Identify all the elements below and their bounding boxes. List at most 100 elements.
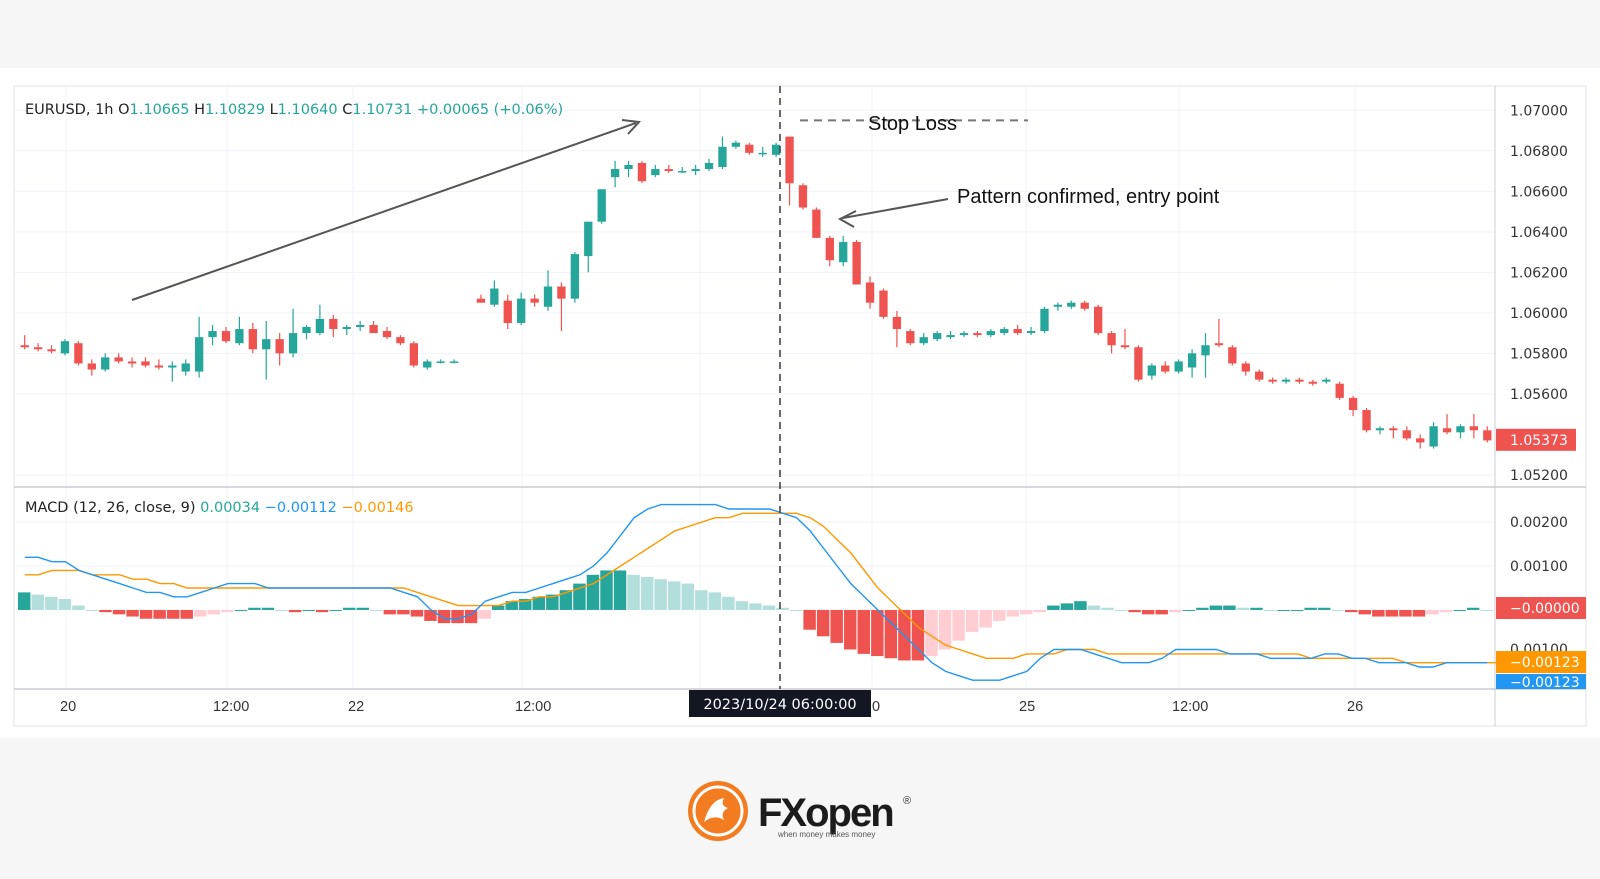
candle	[852, 239, 861, 285]
macd-histogram-bar	[1331, 609, 1344, 611]
macd-histogram-bar	[1101, 607, 1114, 610]
macd-histogram-bar	[749, 603, 762, 610]
candle	[812, 207, 821, 238]
macd-histogram-bar	[519, 598, 532, 610]
time-tick: 12:00	[515, 699, 551, 715]
macd-histogram-bar	[627, 574, 640, 610]
svg-text:−0.00123: −0.00123	[1510, 675, 1580, 691]
time-tick: 25	[1019, 699, 1035, 715]
candle	[1241, 361, 1250, 376]
logo-registered: ®	[903, 795, 911, 807]
macd-histogram-bar	[1155, 609, 1168, 615]
candle	[959, 331, 969, 338]
macd-histogram-bar	[207, 609, 221, 615]
candle	[932, 331, 942, 342]
macd-histogram-bar	[871, 609, 884, 657]
candle	[275, 333, 284, 366]
macd-histogram-bar	[478, 609, 491, 619]
macd-axis: 0.00200 0.00100	[1510, 515, 1568, 575]
macd-histogram-bar	[491, 605, 505, 610]
candle	[141, 357, 150, 368]
time-axis: 20 12:00 22 12:00 0 25 12:00 26	[60, 699, 1363, 715]
price-tick: 1.05800	[1510, 346, 1568, 362]
macd-histogram-bar	[194, 609, 207, 617]
price-tick: 1.06800	[1510, 144, 1568, 160]
candle	[1013, 324, 1022, 336]
candle	[356, 320, 365, 332]
candlestick-series	[20, 136, 1492, 449]
macd-histogram-bar	[640, 577, 654, 610]
candle	[101, 353, 110, 372]
macd-histogram-bar	[1439, 609, 1453, 613]
candle	[597, 189, 606, 224]
macd-histogram-bar	[261, 607, 275, 610]
candle	[87, 359, 96, 376]
macd-histogram-bar	[613, 570, 627, 610]
candle	[396, 335, 405, 346]
macd-histogram-bar	[911, 609, 925, 661]
macd-histogram-bar	[99, 609, 112, 613]
price-axis: 1.07000 1.06800 1.06600 1.06400 1.06200 1.060…	[1510, 103, 1568, 484]
candle	[1147, 363, 1156, 380]
macd-histogram-bar	[58, 598, 72, 610]
macd-histogram-bar	[925, 609, 938, 657]
candle	[1322, 377, 1331, 384]
candle	[570, 252, 580, 303]
macd-histogram-bar	[938, 609, 952, 650]
macd-signal-tag: −0.00123	[1496, 651, 1586, 673]
candle	[33, 343, 43, 352]
macd-histogram-bar	[1277, 609, 1290, 611]
macd-histogram-bar	[1223, 605, 1236, 610]
time-tick: 0	[872, 699, 880, 715]
candle	[235, 316, 244, 346]
candle	[449, 359, 459, 364]
change-value: +0.00065 (+0.06%)	[417, 102, 563, 118]
macd-histogram-bar	[85, 609, 99, 611]
price-tick: 1.05200	[1510, 468, 1568, 484]
macd-histogram-bar	[275, 609, 288, 611]
macd-histogram-bar	[1426, 609, 1439, 615]
macd-histogram-bar	[1290, 609, 1304, 611]
entry-label: Pattern confirmed, entry point	[957, 186, 1220, 208]
candle	[1000, 327, 1009, 336]
candle	[1067, 300, 1076, 309]
macd-histogram-bar	[735, 601, 749, 610]
macd-histogram-bar	[112, 609, 126, 615]
logo-tagline: when money makes money	[777, 830, 875, 839]
macd-histogram-bar	[1128, 609, 1141, 613]
time-tick: 26	[1347, 699, 1363, 715]
candle	[1107, 331, 1116, 354]
macd-histogram-bar	[1182, 609, 1196, 611]
candle	[1416, 434, 1425, 449]
macd-histogram-bar	[464, 609, 478, 624]
svg-text:−0.00123: −0.00123	[1510, 655, 1580, 671]
macd-histogram-bar	[248, 607, 261, 610]
logo-brand: FXopen	[758, 791, 893, 835]
macd-histogram-bar	[1345, 609, 1358, 613]
candle	[1161, 361, 1170, 374]
candle	[114, 353, 123, 364]
time-tick: 20	[60, 699, 76, 715]
candle	[919, 333, 928, 346]
close-value: 1.10731	[352, 102, 412, 118]
svg-text:2023/10/24 06:00:00: 2023/10/24 06:00:00	[703, 697, 856, 713]
open-value: 1.10665	[130, 102, 190, 118]
macd-histogram-bar	[126, 609, 139, 617]
candle	[423, 359, 432, 370]
candle	[865, 276, 875, 309]
candle	[771, 142, 781, 157]
candle	[879, 288, 888, 319]
macd-histogram-bar	[667, 581, 681, 610]
macd-title: MACD (12, 26, close, 9)	[25, 500, 196, 516]
candle	[315, 304, 325, 336]
last-price-tag: 1.05373	[1496, 428, 1576, 451]
crosshair-time-label: 2023/10/24 06:00:00	[689, 690, 871, 717]
candle	[436, 359, 445, 364]
candle	[47, 345, 56, 354]
candle	[288, 308, 298, 358]
time-tick: 12:00	[1172, 699, 1208, 715]
macd-histogram-bar	[166, 609, 180, 619]
macd-histogram-bar	[451, 609, 464, 624]
candle	[194, 316, 204, 378]
price-tick: 1.05600	[1510, 387, 1568, 403]
